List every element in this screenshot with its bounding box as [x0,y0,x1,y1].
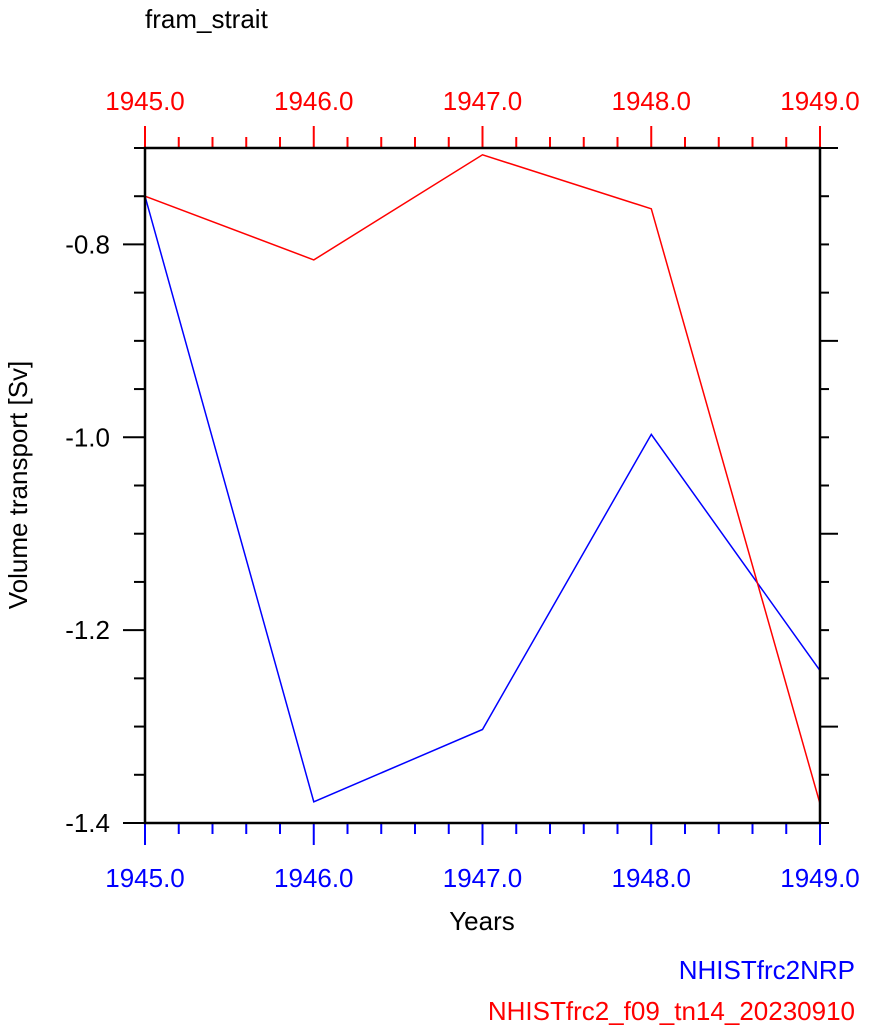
series-line-nhistfrc2nrp [144,195,821,803]
series-line-nhistfrc2-f09 [144,153,821,804]
x-tick-label-top: 1949.0 [780,86,860,116]
x-tick-label-top: 1945.0 [105,86,185,116]
legend-entry-nhistfrc2nrp: NHISTfrc2NRP [679,955,855,985]
y-tick-label: -1.4 [65,808,110,838]
x-tick-label-bottom: 1946.0 [274,863,354,893]
plot-frame [143,146,822,825]
x-tick-label-top: 1948.0 [611,86,691,116]
y-tick-label: -1.2 [65,615,110,645]
chart-title: fram_strait [145,4,269,34]
x-tick-label-bottom: 1948.0 [611,863,691,893]
axis-ticks [123,126,838,845]
x-axis-label: Years [449,906,515,936]
x-tick-label-top: 1946.0 [274,86,354,116]
x-tick-label-bottom: 1947.0 [443,863,523,893]
x-tick-label-top: 1947.0 [443,86,523,116]
legend-entry-nhistfrc2-f09: NHISTfrc2_f09_tn14_20230910 [488,996,855,1026]
y-tick-label: -1.0 [65,422,110,452]
x-tick-label-bottom: 1949.0 [780,863,860,893]
x-tick-label-bottom: 1945.0 [105,863,185,893]
series-lines [144,153,821,804]
y-tick-label: -0.8 [65,229,110,259]
axis-labels: 1945.0 1945.0 1946.0 1946.0 1947.0 1947.0 1948… [65,86,860,893]
y-axis-label: Volume transport [Sv] [3,361,33,610]
